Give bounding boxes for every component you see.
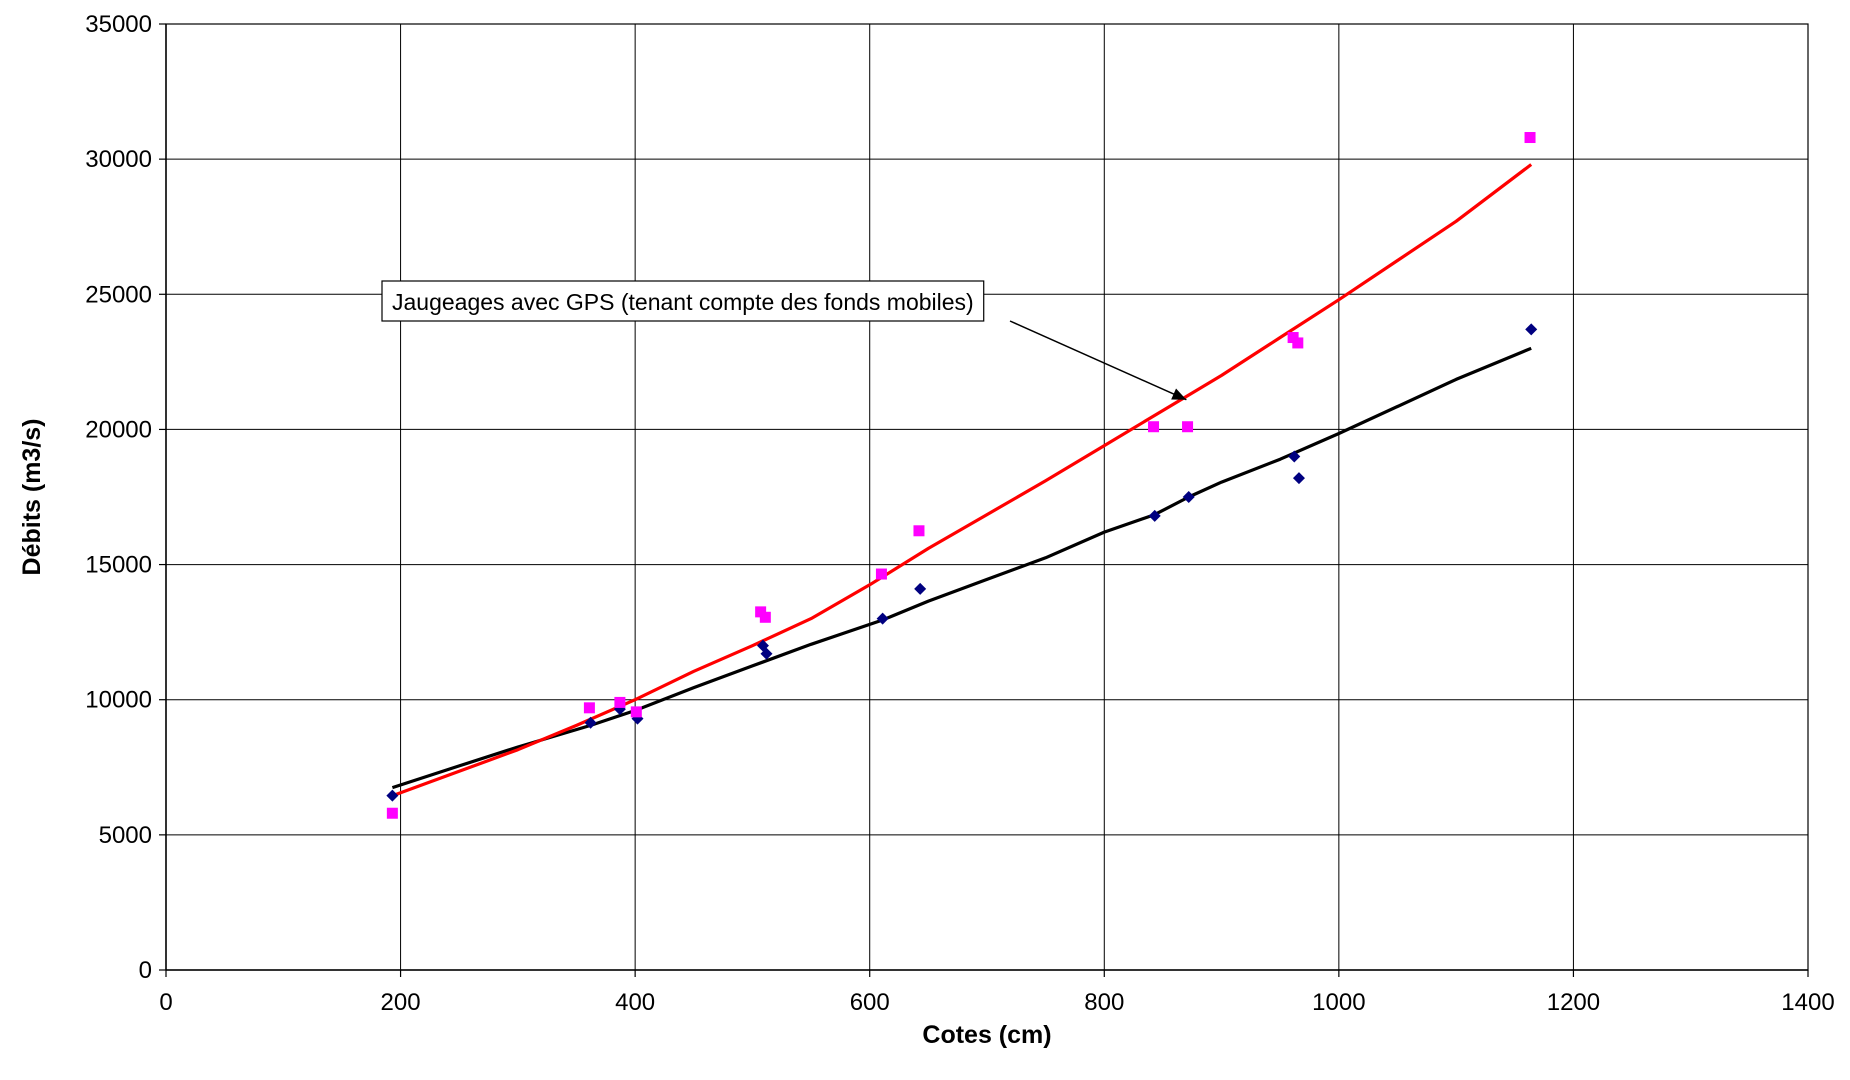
y-tick-label: 20000: [85, 416, 152, 443]
diamond-point: [1292, 472, 1305, 485]
x-tick-label: 200: [381, 989, 421, 1016]
diamond-point: [1525, 323, 1538, 336]
x-tick-label: 1400: [1781, 989, 1834, 1016]
y-tick-label: 25000: [85, 281, 152, 308]
plot-area: [165, 23, 1809, 971]
y-tick-label: 0: [139, 957, 152, 984]
x-tick-label: 1200: [1547, 989, 1600, 1016]
series-layer: [386, 132, 1538, 819]
diamond-point: [1182, 491, 1195, 503]
diamond-point: [1148, 509, 1161, 522]
y-tick-label: 15000: [85, 552, 152, 579]
plot-border: [165, 23, 1809, 971]
diamond-point: [876, 612, 889, 625]
diamond-point: [914, 582, 927, 595]
square-point: [875, 568, 887, 580]
annotation-text: Jaugeages avec GPS (tenant compte des fo…: [392, 289, 974, 315]
x-tick-label: 400: [615, 989, 655, 1016]
x-tick-label: 0: [159, 989, 172, 1016]
y-axis-title: Débits (m3/s): [18, 419, 46, 576]
square-point: [386, 807, 398, 819]
annotation-arrowhead: [1171, 388, 1187, 400]
diamond-point: [386, 789, 399, 802]
square-point: [759, 611, 771, 623]
diamond-point: [760, 647, 773, 660]
square-point: [614, 696, 626, 708]
x-tick-label: 1000: [1312, 989, 1365, 1016]
square-point: [1524, 132, 1536, 144]
x-tick-label: 600: [850, 989, 890, 1016]
diamond-point: [584, 716, 597, 729]
square-point: [1182, 421, 1194, 433]
square-point: [583, 702, 595, 714]
annotation: Jaugeages avec GPS (tenant compte des fo…: [381, 280, 1187, 401]
y-tick-label: 30000: [85, 146, 152, 173]
square-point: [913, 525, 925, 537]
annotation-arrow: [1009, 320, 1187, 401]
square-point: [1148, 421, 1160, 433]
square-point: [630, 706, 642, 718]
square-point: [1292, 337, 1304, 349]
y-axis-ticks: 0 5000 10000 15000 20000 25000 30000 35000: [85, 11, 166, 984]
diamond-point: [1288, 450, 1301, 463]
x-axis-title: Cotes (cm): [922, 1021, 1051, 1049]
annotation-box: [381, 280, 985, 322]
x-tick-label: 800: [1084, 989, 1124, 1016]
trend-line-1: [391, 346, 1532, 790]
y-tick-label: 10000: [85, 687, 152, 714]
y-tick-label: 35000: [85, 11, 152, 38]
x-axis-ticks: 0 200 400 600 800 1000 1200 1400: [159, 970, 1835, 1016]
y-tick-label: 5000: [99, 822, 152, 849]
